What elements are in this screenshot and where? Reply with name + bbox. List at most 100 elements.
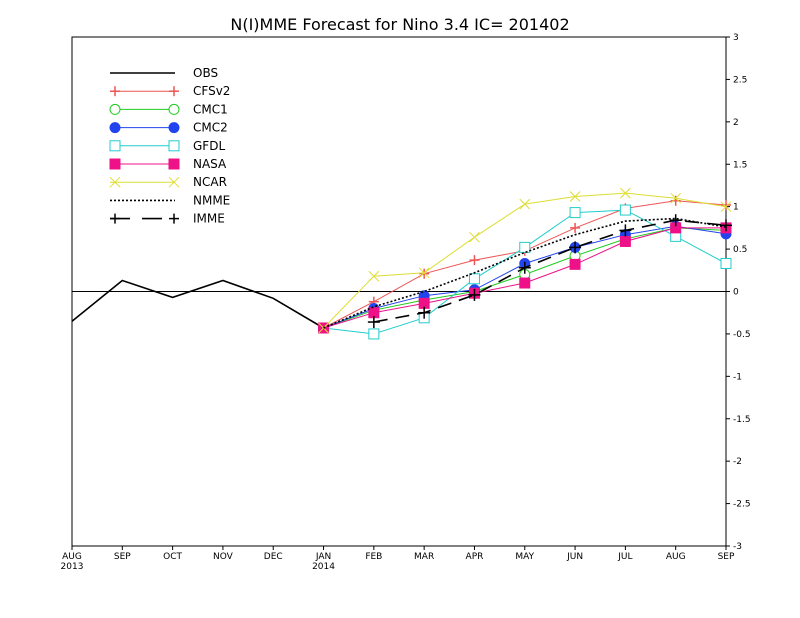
data-point [168,122,180,134]
data-point [109,140,121,152]
data-point [720,201,732,213]
y-tick-label: 2 [733,118,739,128]
y-tick-label: -1 [733,372,742,382]
legend-item-cmc2: CMC2 [109,121,228,135]
data-point [367,316,380,329]
series-imme [367,214,732,329]
data-point [519,277,531,289]
data-point [468,273,480,285]
legend-label: NCAR [193,175,227,189]
x-year-label: 2014 [312,562,335,572]
data-point [468,288,481,301]
legend-item-nasa: NASA [109,157,227,171]
legend-label: OBS [193,66,218,80]
x-tick-label: NOV [213,552,234,562]
data-point [721,199,731,210]
y-tick-label: 1.5 [733,160,747,170]
marker-dot [109,122,121,134]
marker-square [720,258,732,270]
marker-square [569,207,581,219]
marker-x [469,231,480,243]
marker-circle [168,103,180,115]
legend-label: IMME [193,212,225,226]
marker-square [468,273,480,285]
data-point [109,103,121,115]
x-tick-label: MAY [515,552,534,562]
data-point [620,187,631,199]
data-point [669,214,682,227]
data-point [110,213,120,224]
x-tick-label: SEP [718,552,735,562]
marker-x [368,270,380,282]
data-point [518,261,531,274]
chart-title: N(I)MME Forecast for Nino 3.4 IC= 201402 [230,15,569,34]
data-point [418,267,430,279]
x-tick-label: MAR [414,552,434,562]
data-point [519,241,531,253]
marker-x [418,267,430,279]
marker-filled-square [109,158,121,170]
data-point [168,158,180,170]
y-tick-label: -1.5 [733,415,751,425]
marker-square [619,204,631,216]
y-tick-label: 3 [733,33,739,43]
legend-item-ncar: NCAR [109,175,227,189]
data-point [418,306,431,319]
data-point [109,176,121,188]
x-tick-label: JAN [315,552,331,562]
marker-square [109,140,121,152]
y-tick-label: -2 [733,457,742,467]
marker-x [519,198,531,210]
y-tick-label: -2.5 [733,500,751,510]
series-line [323,217,727,329]
data-point [109,158,121,170]
marker-square [519,241,531,253]
marker-filled-square [569,258,581,270]
data-point [368,328,380,340]
data-point [569,241,582,254]
data-point [469,231,480,243]
series-obs [71,279,324,329]
data-point [569,207,581,219]
data-point [569,191,581,202]
marker-filled-square [168,158,180,170]
x-tick-label: AUG [666,552,686,562]
series-line [373,219,727,323]
data-point [168,176,180,188]
legend-item-nmme: NMME [110,193,230,207]
marker-x [109,176,121,188]
series-nasa [318,222,732,334]
legend-item-cmc1: CMC1 [109,102,228,116]
x-tick-label: FEB [365,552,382,562]
x-tick-label: APR [466,552,484,562]
marker-circle [109,103,121,115]
data-point [569,258,581,270]
data-point [720,219,732,232]
series-ncar [318,187,732,334]
data-point [109,122,121,134]
legend-item-cfsv2: CFSv2 [110,84,230,98]
data-point [619,235,631,247]
data-point [720,258,732,270]
marker-x [569,191,581,202]
legend-label: NMME [193,193,230,207]
marker-x [620,187,631,199]
legend-label: CMC2 [193,121,228,135]
y-tick-label: 1 [733,203,739,213]
series-layer [71,187,732,340]
marker-x [670,192,682,204]
data-point [469,255,480,266]
legend-label: NASA [193,157,227,171]
marker-x [720,201,732,213]
data-point [419,268,430,279]
data-point [168,140,180,152]
data-point [368,270,380,282]
x-year-label: 2013 [61,562,84,572]
legend-item-imme: IMME [110,212,225,226]
marker-square [168,140,180,152]
data-point [670,195,681,206]
marker-x [168,176,180,188]
series-line [71,279,324,329]
marker-filled-square [619,235,631,247]
